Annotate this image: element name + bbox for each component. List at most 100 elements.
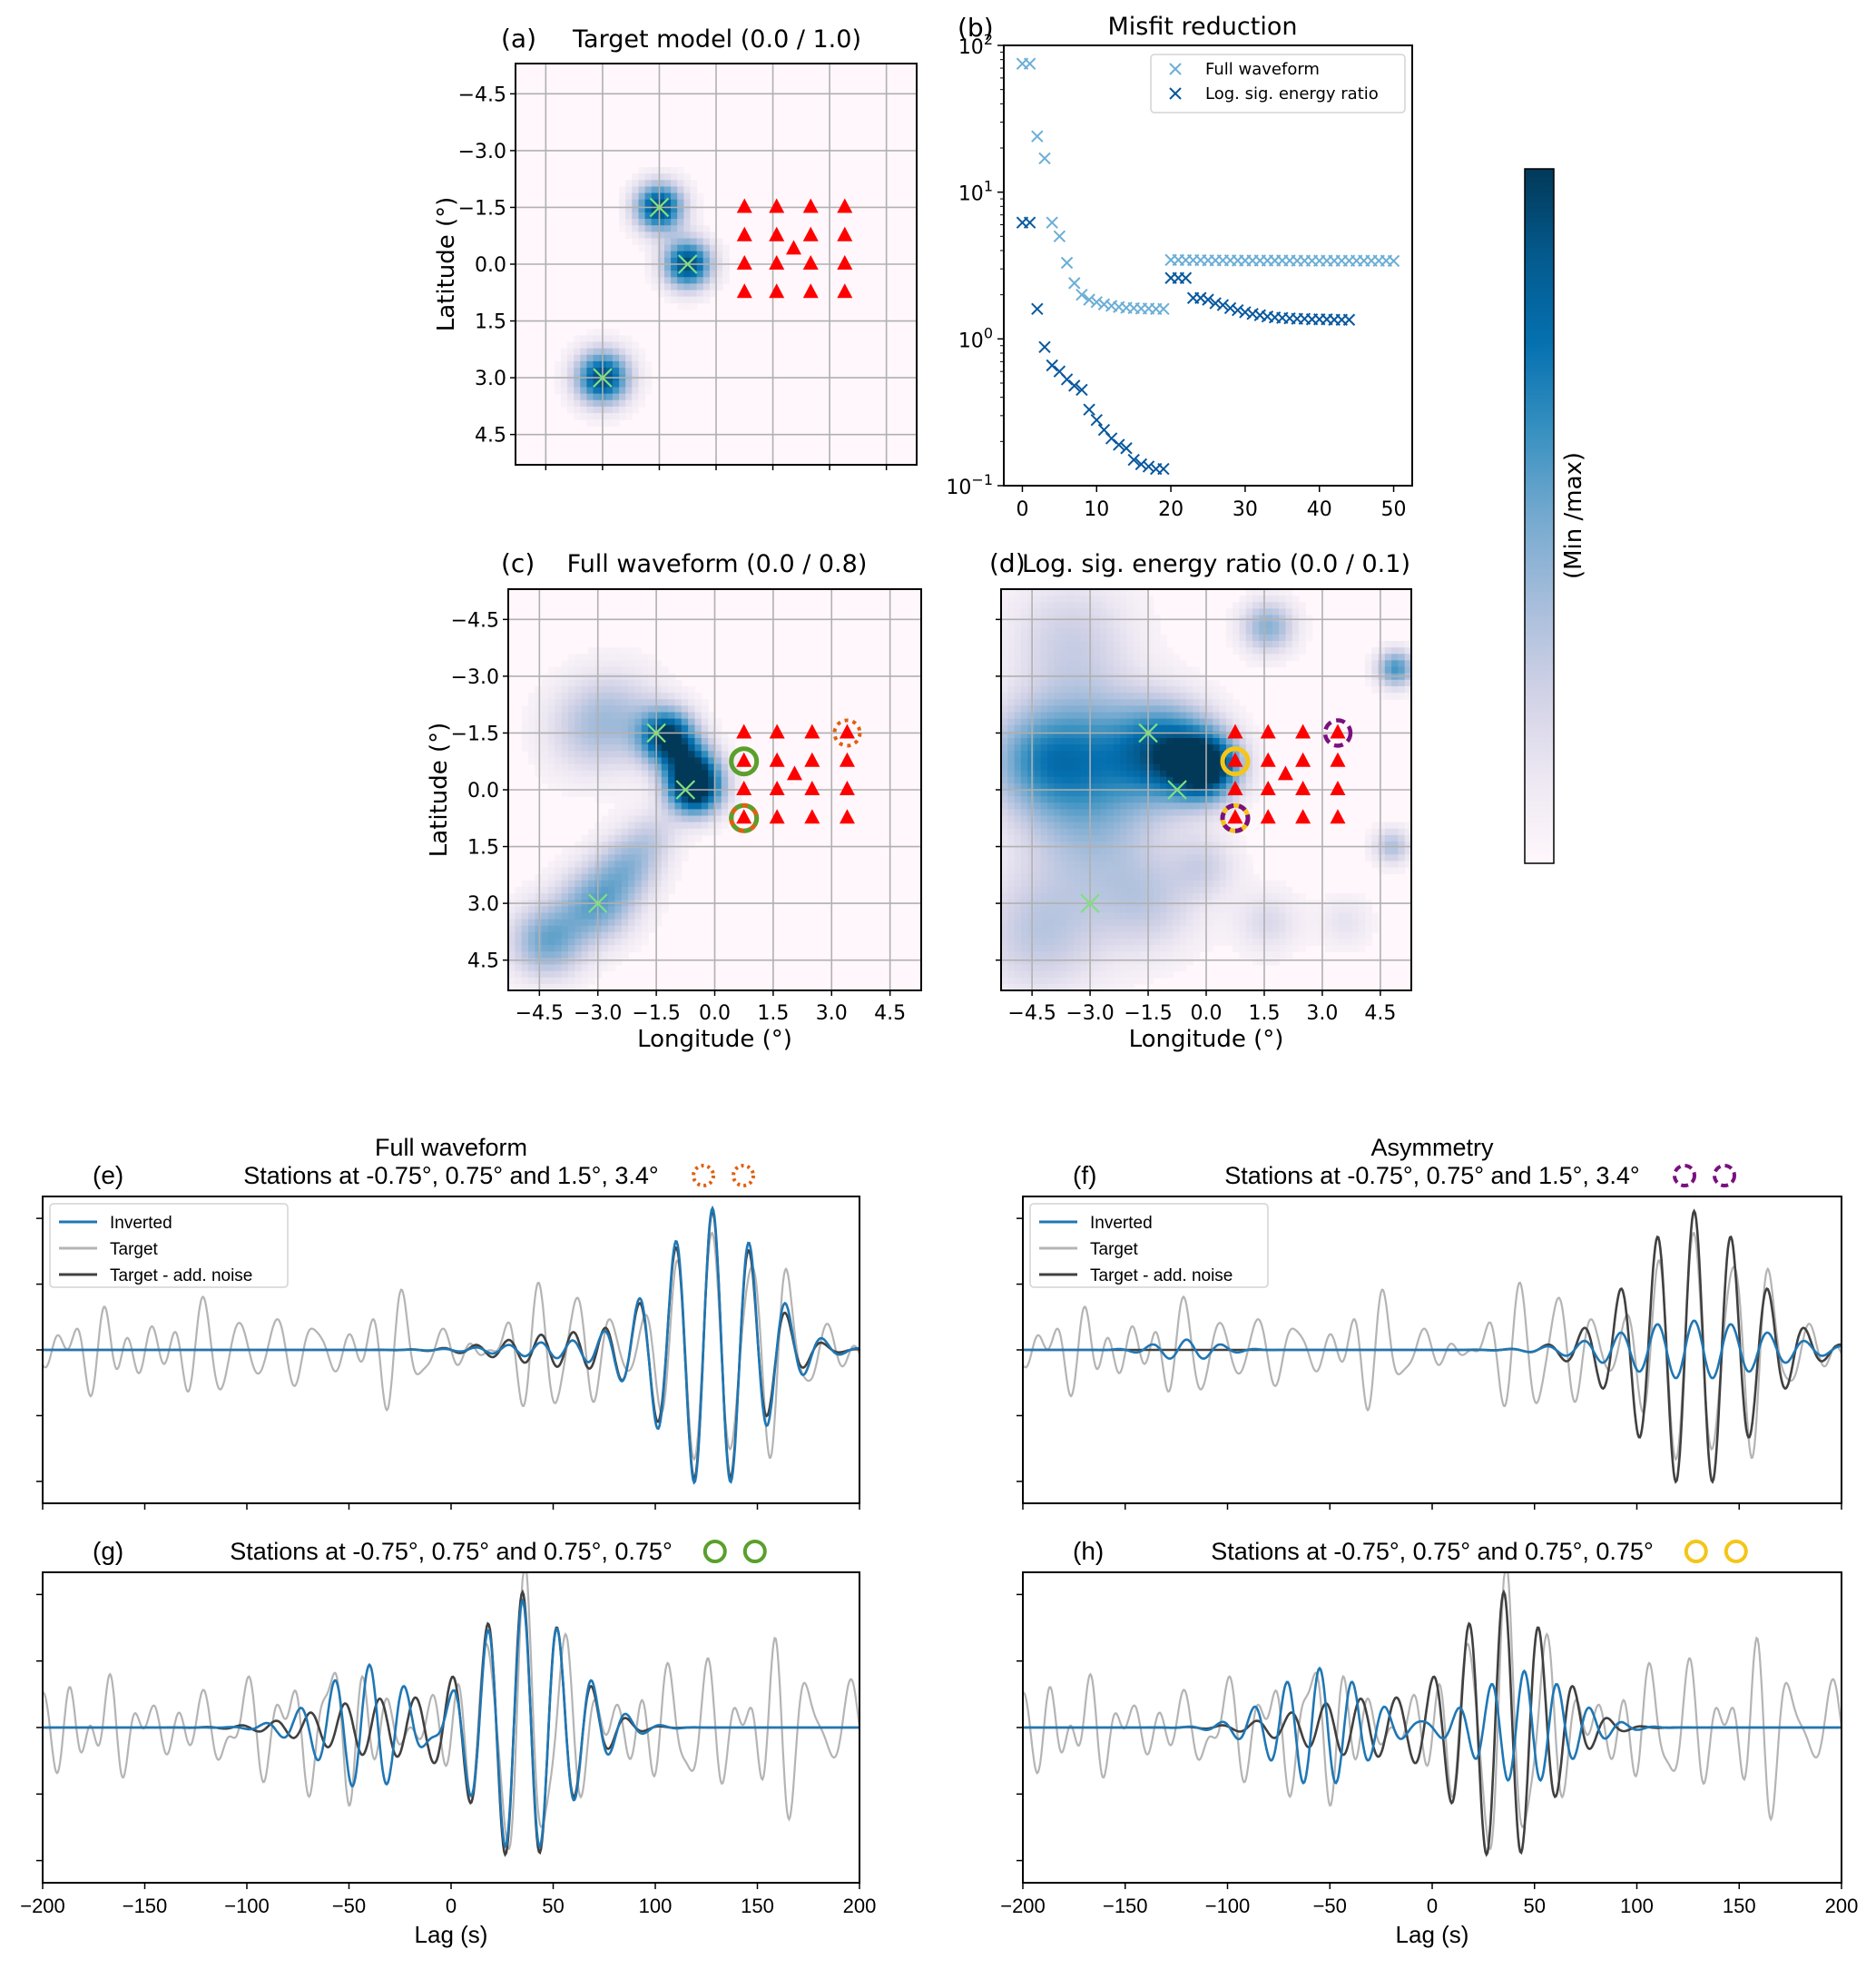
heatmap-cell bbox=[581, 912, 589, 921]
heatmap-cell bbox=[1100, 867, 1108, 875]
heatmap-cell bbox=[628, 912, 635, 921]
heatmap-cell bbox=[1094, 945, 1101, 952]
heatmap-cell bbox=[581, 666, 589, 674]
heatmap-cell bbox=[1199, 757, 1207, 765]
heatmap-cell bbox=[671, 283, 678, 291]
heatmap-cell bbox=[1213, 802, 1221, 810]
heatmap-cell bbox=[701, 738, 709, 745]
heatmap-cell bbox=[614, 783, 623, 791]
heatmap-cell bbox=[648, 660, 655, 668]
heatmap-cell bbox=[1146, 699, 1154, 706]
heatmap-cell bbox=[575, 693, 583, 700]
heatmap-cell bbox=[521, 939, 529, 946]
heatmap-cell bbox=[702, 244, 711, 252]
heatmap-cell bbox=[1391, 834, 1399, 842]
heatmap-cell bbox=[1074, 641, 1082, 648]
heatmap-cell bbox=[1233, 718, 1241, 726]
station-triangle bbox=[1330, 724, 1346, 739]
heatmap-cell bbox=[1007, 939, 1016, 946]
heatmap-cell bbox=[1404, 854, 1412, 861]
heatmap-cell bbox=[555, 744, 563, 752]
heatmap-cell bbox=[1054, 744, 1062, 752]
heatmap-cell bbox=[1299, 627, 1306, 635]
heatmap-cell bbox=[601, 718, 609, 726]
heatmap-cell bbox=[1153, 906, 1161, 913]
heatmap-cell bbox=[1186, 854, 1193, 861]
heatmap-cell bbox=[1292, 654, 1300, 661]
heatmap-cell bbox=[581, 925, 589, 933]
heatmap-cell bbox=[1027, 608, 1036, 616]
heatmap-cell bbox=[1186, 893, 1193, 901]
heatmap-cell bbox=[1351, 906, 1360, 913]
heatmap-cell bbox=[714, 828, 722, 836]
heatmap-cell bbox=[1166, 880, 1174, 888]
heatmap-cell bbox=[657, 231, 665, 240]
heatmap-cell bbox=[728, 776, 736, 784]
heatmap-cell bbox=[1173, 660, 1181, 668]
heatmap-cell bbox=[1080, 763, 1088, 772]
heatmap-cell bbox=[1160, 939, 1167, 946]
heatmap-cell bbox=[1047, 608, 1055, 616]
heatmap-cell bbox=[581, 842, 589, 849]
heatmap-cell bbox=[1378, 822, 1386, 830]
heatmap-cell bbox=[677, 199, 684, 207]
heatmap-cell bbox=[1173, 770, 1181, 778]
heatmap-cell bbox=[1186, 776, 1193, 784]
heatmap-cell bbox=[1100, 718, 1108, 726]
heatmap-cell bbox=[605, 387, 614, 395]
heatmap-cell bbox=[588, 951, 595, 959]
heatmap-cell bbox=[1034, 589, 1042, 596]
heatmap-cell bbox=[709, 264, 717, 271]
heatmap-cell bbox=[1299, 615, 1306, 623]
heatmap-cell bbox=[1299, 906, 1306, 913]
heatmap-cell bbox=[648, 815, 655, 823]
heatmap-cell bbox=[674, 822, 683, 830]
heatmap-cell bbox=[1126, 854, 1134, 861]
trace-inverted bbox=[43, 1598, 859, 1850]
heatmap-cell bbox=[1007, 679, 1016, 687]
heatmap-cell bbox=[1113, 679, 1121, 687]
heatmap-cell bbox=[555, 931, 563, 940]
heatmap-cell bbox=[601, 712, 609, 720]
heatmap-cell bbox=[1080, 724, 1088, 733]
heatmap-cell bbox=[1074, 802, 1082, 810]
heatmap-cell bbox=[535, 958, 543, 966]
heatmap-cell bbox=[1040, 834, 1048, 842]
heatmap-cell bbox=[588, 763, 595, 772]
heatmap-cell bbox=[1094, 796, 1101, 803]
heatmap-cell bbox=[1358, 893, 1366, 901]
heatmap-cell bbox=[1292, 615, 1300, 623]
heatmap-cell bbox=[575, 958, 583, 966]
heatmap-cell bbox=[1166, 842, 1174, 849]
heatmap-cell bbox=[1040, 951, 1048, 959]
heatmap-cell bbox=[741, 776, 749, 784]
heatmap-cell bbox=[688, 790, 695, 797]
highlight-circle-solid bbox=[1220, 746, 1251, 777]
station-triangle bbox=[769, 198, 785, 213]
heatmap-cell bbox=[721, 802, 729, 810]
heatmap-cell bbox=[657, 225, 665, 232]
heatmap-cell bbox=[1094, 828, 1101, 836]
heatmap-cell bbox=[1140, 776, 1147, 784]
heatmap-cell bbox=[1239, 867, 1247, 875]
heatmap-cell bbox=[657, 192, 665, 201]
heatmap-cell bbox=[1245, 931, 1253, 940]
heatmap-cell bbox=[1001, 828, 1008, 836]
heatmap-cell bbox=[1080, 679, 1088, 687]
heatmap-cell bbox=[657, 251, 665, 259]
heatmap-cell bbox=[580, 341, 587, 349]
heatmap-cell bbox=[1060, 693, 1068, 700]
heatmap-cell bbox=[1066, 744, 1075, 752]
heatmap-cell bbox=[567, 348, 575, 356]
heatmap-cell bbox=[632, 360, 639, 369]
heatmap-cell bbox=[614, 809, 623, 817]
heatmap-cell bbox=[1160, 641, 1167, 648]
heatmap-cell bbox=[1245, 744, 1253, 752]
heatmap-cell bbox=[625, 205, 633, 213]
heatmap-cell bbox=[708, 790, 716, 797]
heatmap-cell bbox=[668, 867, 675, 875]
x-tick-label: 0.0 bbox=[699, 1002, 731, 1025]
heatmap-cell bbox=[1213, 770, 1221, 778]
heatmap-cell bbox=[709, 244, 717, 252]
heatmap-cell bbox=[1007, 621, 1016, 629]
